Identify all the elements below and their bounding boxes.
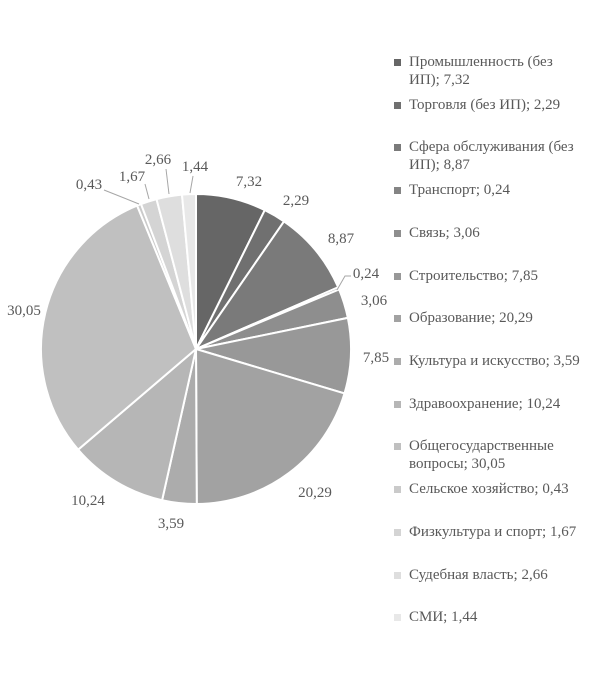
legend-item-10: Сельское хозяйство; 0,43	[394, 477, 602, 520]
legend-item-label: Связь; 3,06	[409, 224, 480, 241]
legend-marker-square-icon	[394, 59, 401, 66]
slice-data-label-3: 0,24	[353, 266, 380, 282]
label-leader-line-12	[165, 168, 170, 195]
pie-slice-2	[193, 220, 340, 352]
legend-item-4: Связь; 3,06	[394, 221, 602, 264]
legend-item-9: Общегосударственные вопросы; 30,05	[394, 434, 602, 477]
label-leader-line-10	[103, 189, 140, 205]
pie-chart-svg: 7,32 2,29 8,87 0,24 3,06 7,85 20,29 3,59 10,24 30…	[7, 152, 389, 532]
label-leader-line-3	[336, 275, 351, 291]
legend-item-2: Сфера обслуживания (без ИП); 8,87	[394, 135, 602, 178]
legend-marker-square-icon	[394, 229, 401, 237]
legend-marker-square-icon	[394, 443, 401, 451]
pie-plot-area: 7,32 2,29 8,87 0,24 3,06 7,85 20,29 3,59 10,24 30…	[7, 152, 389, 532]
legend-marker-square-icon	[394, 400, 401, 408]
legend-item-13: СМИ; 1,44	[394, 605, 602, 648]
legend-marker-square-icon	[394, 486, 401, 494]
legend-marker-square-icon	[394, 144, 401, 152]
legend: Промышленность (без ИП); 7,32 Торговля (б…	[394, 50, 602, 648]
slice-data-label-5: 7,85	[363, 350, 389, 366]
slice-data-label-12: 2,66	[145, 152, 172, 168]
legend-item-11: Физкультура и спорт; 1,67	[394, 520, 602, 563]
legend-item-label: Строительство; 7,85	[409, 267, 538, 284]
pie-slice-13	[180, 192, 197, 350]
legend-marker-square-icon	[394, 571, 401, 579]
legend-item-label: Транспорт; 0,24	[409, 182, 510, 199]
legend-item-label: СМИ; 1,44	[409, 609, 478, 626]
legend-item-12: Судебная власть; 2,66	[394, 563, 602, 606]
slice-data-label-1: 2,29	[283, 193, 309, 209]
slice-data-label-7: 3,59	[158, 516, 184, 532]
legend-marker-square-icon	[394, 315, 401, 323]
legend-item-label: Физкультура и спорт; 1,67	[409, 523, 577, 540]
legend-marker-square-icon	[394, 187, 401, 195]
legend-marker-square-icon	[394, 528, 401, 536]
legend-item-0: Промышленность (без ИП); 7,32	[394, 50, 602, 93]
legend-item-label: Здравоохранение; 10,24	[409, 395, 561, 412]
slice-data-label-2: 8,87	[328, 231, 355, 247]
legend-item-label: Сфера обслуживания (без ИП); 8,87	[409, 139, 574, 174]
pie-slice-6	[194, 347, 346, 506]
legend-item-label: Судебная власть; 2,66	[409, 566, 548, 583]
slice-data-label-8: 10,24	[71, 493, 105, 509]
slice-data-label-13: 1,44	[182, 159, 209, 175]
legend-item-label: Торговля (без ИП); 2,29	[409, 96, 561, 113]
legend-item-1: Торговля (без ИП); 2,29	[394, 93, 602, 136]
legend-marker-square-icon	[394, 358, 401, 366]
legend-marker-square-icon	[394, 272, 401, 280]
slice-data-label-11: 1,67	[119, 169, 146, 185]
slice-data-label-6: 20,29	[298, 485, 332, 501]
legend-item-label: Общегосударственные вопросы; 30,05	[409, 438, 554, 473]
pie-slice-8	[76, 346, 198, 502]
legend-item-6: Образование; 20,29	[394, 306, 602, 349]
legend-item-5: Строительство; 7,85	[394, 264, 602, 307]
slice-data-label-9: 30,05	[7, 303, 41, 319]
legend-marker-square-icon	[394, 101, 401, 109]
pie-slice-9	[40, 204, 198, 452]
label-leader-line-13	[189, 175, 194, 194]
legend-item-label: Промышленность (без ИП); 7,32	[409, 54, 553, 88]
legend-item-label: Культура и искусство; 3,59	[409, 353, 580, 370]
legend-item-8: Здравоохранение; 10,24	[394, 392, 602, 435]
legend-item-label: Сельское хозяйство; 0,43	[409, 481, 569, 498]
legend-item-3: Транспорт; 0,24	[394, 178, 602, 221]
label-leader-line-11	[144, 183, 150, 200]
slice-data-label-0: 7,32	[236, 174, 262, 190]
slice-data-label-4: 3,06	[361, 293, 388, 309]
legend-item-label: Образование; 20,29	[409, 310, 533, 327]
slice-data-label-10: 0,43	[76, 177, 102, 193]
legend-marker-square-icon	[394, 614, 401, 622]
legend-item-7: Культура и искусство; 3,59	[394, 349, 602, 392]
